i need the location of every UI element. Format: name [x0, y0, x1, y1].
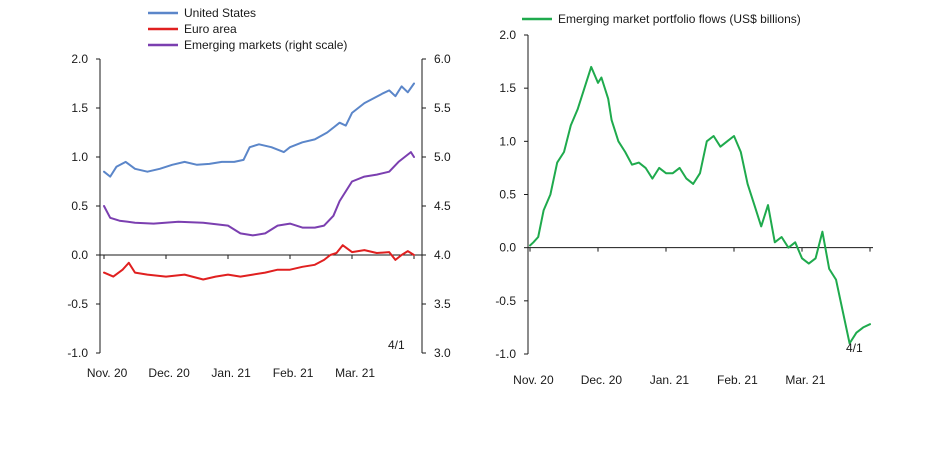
series-line-euro-area: [103, 244, 415, 281]
x-tick-label: Mar. 21: [335, 366, 375, 380]
y-tick-label: -1.0: [67, 346, 88, 360]
y-tick-label: 1.5: [71, 101, 88, 115]
x-tick-label: Jan. 21: [211, 366, 251, 380]
y2-tick-label: 3.5: [434, 297, 451, 311]
left-chart-series: [103, 82, 415, 281]
x-tick-label: Feb. 21: [273, 366, 314, 380]
y-tick-label: 1.0: [499, 134, 516, 148]
y-tick-label: 0.5: [499, 188, 516, 202]
left-chart-axes: -1.0 -0.5 0.0 0.5 1.0 1.5 2.0 3.0 3.5 4.0 4.5 5.0 5.…: [67, 52, 451, 380]
y-tick-label: 0.5: [71, 199, 88, 213]
y-tick-label: 0.0: [499, 241, 516, 255]
y-tick-label: 0.0: [71, 248, 88, 262]
y-tick-label: 2.0: [71, 52, 88, 66]
y-tick-label: -0.5: [495, 294, 516, 308]
series-line-united-states: [103, 82, 415, 178]
y2-tick-label: 5.5: [434, 101, 451, 115]
right-chart-axes: -1.0 -0.5 0.0 0.5 1.0 1.5 2.0 Nov. 20 Dec. 20 Jan…: [495, 28, 873, 387]
x-tick-label: Dec. 20: [148, 366, 190, 380]
x-tick-label: Dec. 20: [581, 373, 623, 387]
y-tick-label: -0.5: [67, 297, 88, 311]
x-tick-label: Jan. 21: [650, 373, 690, 387]
legend-label: Euro area: [184, 22, 237, 36]
right-chart-panel: Emerging market portfolio flows (US$ bil…: [495, 12, 873, 387]
right-chart-legend: Emerging market portfolio flows (US$ bil…: [522, 12, 801, 26]
y-tick-label: -1.0: [495, 347, 516, 361]
y2-tick-label: 4.5: [434, 199, 451, 213]
left-chart-panel: United States Euro area Emerging markets (…: [67, 6, 451, 380]
y2-tick-label: 5.0: [434, 150, 451, 164]
y2-tick-label: 4.0: [434, 248, 451, 262]
x-tick-label: Nov. 20: [513, 373, 554, 387]
legend-label: Emerging markets (right scale): [184, 38, 347, 52]
legend-label: Emerging market portfolio flows (US$ bil…: [558, 12, 801, 26]
legend-label: United States: [184, 6, 256, 20]
y2-tick-label: 3.0: [434, 346, 451, 360]
left-chart-date-annotation: 4/1: [388, 338, 405, 352]
x-tick-label: Nov. 20: [87, 366, 128, 380]
y-tick-label: 1.0: [71, 150, 88, 164]
y2-tick-label: 6.0: [434, 52, 451, 66]
y-tick-label: 1.5: [499, 81, 516, 95]
y-tick-label: 2.0: [499, 28, 516, 42]
left-chart-legend: United States Euro area Emerging markets (…: [148, 6, 347, 52]
series-line-emerging-market-portfolio-flows-us-billions: [529, 65, 871, 345]
right-chart-date-annotation: 4/1: [846, 341, 863, 355]
x-tick-label: Feb. 21: [717, 373, 758, 387]
series-line-emerging-markets-right-scale: [103, 151, 415, 237]
x-tick-label: Mar. 21: [785, 373, 825, 387]
right-chart-series: [529, 65, 871, 345]
